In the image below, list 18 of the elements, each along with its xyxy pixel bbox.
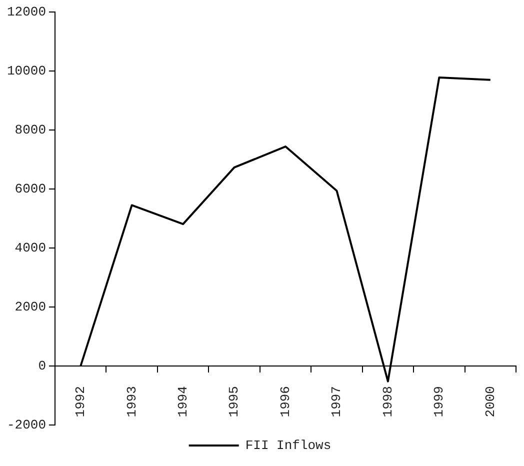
x-tick-label: 1994 [176,386,190,418]
y-tick-label: 8000 [14,122,46,138]
x-tick-label: 2000 [482,386,498,418]
y-tick-label: 2000 [14,299,46,314]
y-tick-label: 10000 [6,63,46,78]
x-tick-label: 1995 [226,386,242,418]
y-tick-label: 6000 [14,181,46,196]
x-tick-label: 1996 [278,386,293,418]
x-tick-label: 1992 [73,386,88,418]
x-tick-label: 1993 [124,386,140,418]
x-tick-label: 1997 [329,386,344,418]
x-tick-label: 1998 [380,386,396,418]
y-tick-label: 4000 [14,240,46,256]
y-tick-label: 0 [38,358,46,374]
y-tick-label: -2000 [6,417,46,432]
legend-label: FII Inflows [245,438,332,453]
y-tick-label: 12000 [6,4,46,20]
x-tick-label: 1999 [432,386,447,418]
